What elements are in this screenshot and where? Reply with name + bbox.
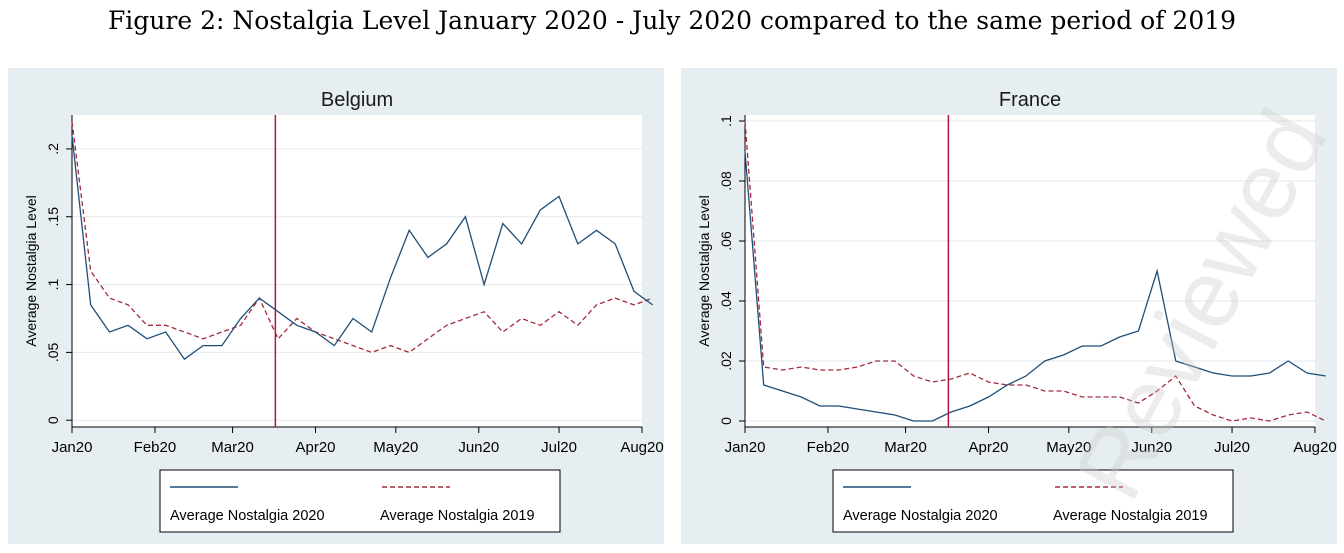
y-tick-label: .2 (45, 143, 61, 155)
x-tick-label: Feb20 (807, 439, 850, 456)
series-line-2020 (71, 135, 654, 361)
x-tick-label: Apr20 (969, 439, 1009, 456)
x-tick-label: Jan20 (52, 439, 93, 456)
series-line-2019 (744, 120, 1326, 422)
chart-belgium: Belgium 0 .05 .1 .15 .2 Jan20 Feb20 Mar20 Apr20 Ma… (23, 89, 664, 533)
x-tick-label: Jul20 (1214, 439, 1250, 456)
x-tick-label: Jun20 (458, 439, 499, 456)
x-tick-label: Feb20 (134, 439, 177, 456)
legend-label-2020: Average Nostalgia 2020 (843, 508, 998, 524)
chart-panel-belgium: Belgium 0 .05 .1 .15 .2 Jan20 Feb20 Mar20 Apr20 Ma… (8, 68, 664, 544)
y-tick-label: 0 (45, 416, 61, 424)
series-line-2019 (71, 121, 653, 354)
legend-label-2020: Average Nostalgia 2020 (170, 508, 325, 524)
x-tick-label: Jan20 (725, 439, 766, 456)
x-tick-label: May20 (373, 439, 418, 456)
figure-title: Figure 2: Nostalgia Level January 2020 -… (107, 6, 1237, 35)
chart-france: France 0 .02 .04 .06 .08 .1 Jan20 Feb20 Mar20 Apr2… (696, 89, 1337, 533)
chart-title: Belgium (321, 89, 393, 111)
x-tick-label: Mar20 (211, 439, 254, 456)
y-tick-label: .1 (718, 115, 734, 127)
y-tick-label: .04 (718, 291, 734, 311)
y-tick-label: .06 (718, 231, 734, 251)
legend-label-2019: Average Nostalgia 2019 (1053, 508, 1208, 524)
x-tick-label: Jul20 (541, 439, 577, 456)
x-tick-label: Aug20 (1293, 439, 1336, 456)
plot-area (72, 115, 642, 427)
y-tick-label: 0 (718, 417, 734, 425)
legend-box (832, 469, 1234, 533)
x-tick-label: Aug20 (620, 439, 663, 456)
y-axis-label: Average Nostalgia Level (23, 195, 39, 347)
legend-box (159, 469, 561, 533)
y-tick-label: .08 (718, 171, 734, 191)
chart-title: France (999, 89, 1061, 111)
y-tick-label: .02 (718, 351, 734, 371)
y-tick-label: .05 (45, 342, 61, 362)
x-tick-label: Mar20 (884, 439, 927, 456)
series-line-2020 (744, 150, 1326, 422)
x-tick-label: May20 (1046, 439, 1091, 456)
y-axis-label: Average Nostalgia Level (696, 195, 712, 347)
x-tick-label: Apr20 (296, 439, 336, 456)
x-tick-label: Jun20 (1131, 439, 1172, 456)
y-tick-label: .15 (45, 207, 61, 227)
plot-area (745, 115, 1315, 427)
legend-label-2019: Average Nostalgia 2019 (380, 508, 535, 524)
y-tick-label: .1 (45, 279, 61, 291)
chart-panel-france: France 0 .02 .04 .06 .08 .1 Jan20 Feb20 Mar20 Apr2… (681, 68, 1337, 544)
